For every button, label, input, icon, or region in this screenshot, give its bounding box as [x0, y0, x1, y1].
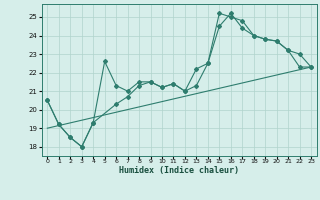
X-axis label: Humidex (Indice chaleur): Humidex (Indice chaleur) [119, 166, 239, 175]
